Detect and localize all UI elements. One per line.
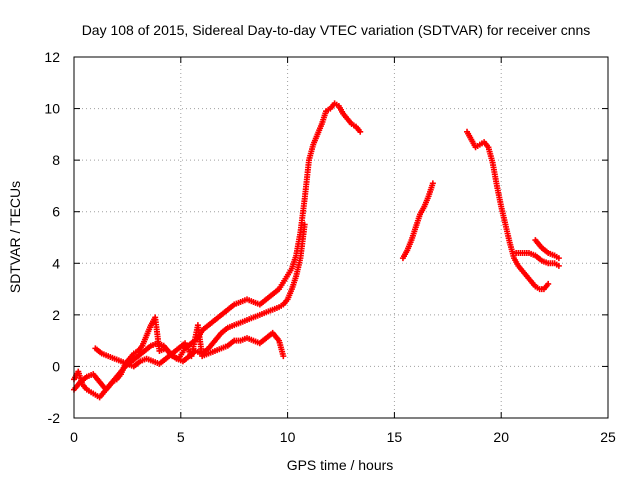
chart-title: Day 108 of 2015, Sidereal Day-to-day VTE… — [82, 22, 591, 38]
y-tick-label: 10 — [44, 101, 60, 117]
x-tick-label: 10 — [280, 429, 296, 445]
x-axis-label: GPS time / hours — [287, 457, 394, 473]
data-point-track-e — [545, 280, 552, 287]
x-tick-label: 15 — [387, 429, 403, 445]
data-point-track-g — [555, 255, 562, 262]
x-axis-ticks: 0 5 10 15 20 25 — [70, 57, 616, 445]
y-tick-label: -2 — [48, 410, 61, 426]
y-axis-ticks: -2 0 2 4 6 8 10 12 — [44, 49, 608, 426]
data-point-track-d — [429, 180, 436, 187]
y-tick-label: 6 — [52, 204, 60, 220]
data-point-track-f — [555, 262, 562, 269]
y-tick-label: 4 — [52, 255, 60, 271]
data-point-track-b — [301, 221, 308, 228]
grid-lines — [74, 57, 608, 418]
x-tick-label: 25 — [600, 429, 616, 445]
x-tick-label: 20 — [493, 429, 509, 445]
plot-frame — [73, 56, 609, 419]
data-point-track-a — [357, 128, 364, 135]
data-points — [71, 100, 562, 401]
y-tick-label: 12 — [44, 49, 60, 65]
data-point-track-c — [280, 353, 287, 360]
y-tick-label: 8 — [52, 152, 60, 168]
x-tick-label: 5 — [177, 429, 185, 445]
y-axis-label: SDTVAR / TECUs — [7, 181, 23, 293]
y-tick-label: 0 — [52, 358, 60, 374]
x-tick-label: 0 — [70, 429, 78, 445]
y-tick-label: 2 — [52, 307, 60, 323]
